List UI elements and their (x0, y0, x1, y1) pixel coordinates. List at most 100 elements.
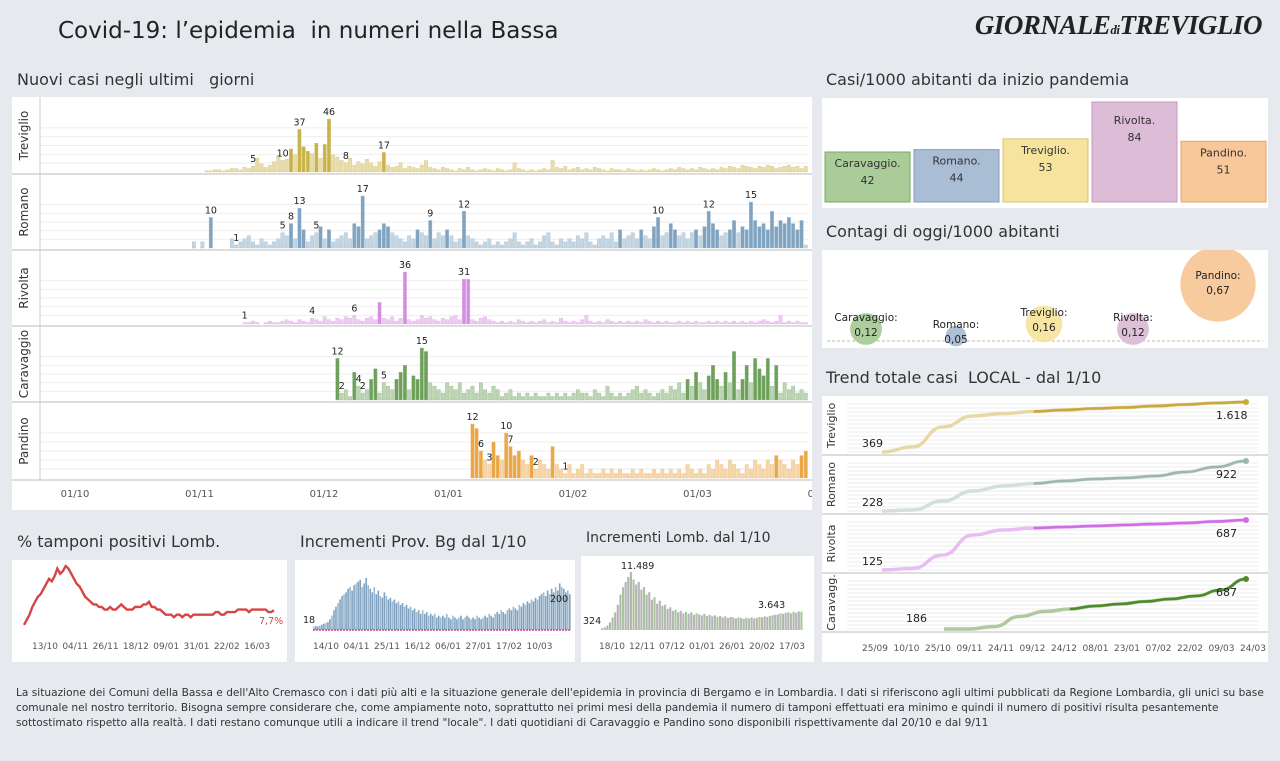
bar-treviglio (787, 164, 791, 173)
bar-caravaggio (521, 396, 525, 401)
bg-bar (411, 610, 414, 630)
bar-romano (474, 241, 479, 249)
bar-romano (500, 244, 504, 249)
bg-bar (399, 604, 402, 630)
bar-pandino (592, 473, 597, 479)
data-label: 12 (458, 199, 470, 210)
bg-bar (361, 586, 363, 630)
bar-treviglio (322, 144, 327, 173)
bar-pandino (702, 473, 707, 479)
lomb-bar (650, 599, 653, 630)
bar-treviglio (656, 169, 661, 173)
bar-rivolta (529, 320, 534, 325)
bg-bar (351, 590, 353, 630)
lomb-bar (753, 618, 756, 630)
bar-rivolta (390, 316, 395, 325)
lomb-bar (742, 618, 745, 630)
bar-caravaggio (432, 385, 437, 401)
bg-bar (345, 592, 347, 630)
bar-romano (694, 229, 698, 249)
bar-rivolta (576, 322, 580, 325)
bar-treviglio (487, 169, 492, 173)
lomb-bar (682, 613, 685, 630)
data-label: 5 (280, 221, 286, 232)
bg-bar (532, 601, 535, 630)
bar-treviglio (478, 169, 483, 173)
bar-caravaggio (711, 365, 715, 401)
per-1000-panel: Caravaggio. 42 Romano. 44 Treviglio. 53 Rivolt… (822, 98, 1268, 208)
bar-romano (609, 232, 614, 249)
lomb-chart: 324 11.489 3.643 18/10 12/11 07/12 01/01 26/01 2… (583, 561, 805, 652)
bar-rivolta (394, 320, 399, 325)
bar-treviglio (204, 170, 209, 173)
bg-bar (359, 579, 361, 630)
bg-bar (371, 592, 374, 630)
bg-bar (474, 619, 476, 630)
bar-pandino (753, 459, 758, 479)
bg-bar (413, 608, 416, 630)
bar-romano (365, 238, 369, 249)
bar-treviglio (727, 166, 732, 173)
bar-romano (668, 223, 673, 249)
bar-caravaggio (445, 382, 450, 401)
bar-treviglio (765, 164, 770, 173)
bubble-category-label: Treviglio: (1019, 307, 1067, 319)
x-tick-label: 01/01 (434, 489, 463, 500)
series-label-pandino: Pandino (17, 417, 31, 465)
bar-pandino (626, 473, 631, 479)
x-tick-label: 09/01 (153, 642, 179, 652)
bg-bar (540, 594, 543, 630)
x-tick-label: 17/02 (496, 642, 522, 652)
trend-title: Trend totale casi LOCAL - dal 1/10 (826, 368, 1102, 387)
bar-caravaggio (584, 392, 589, 401)
bar-caravaggio (525, 392, 530, 401)
trend-line (1069, 577, 1247, 611)
bar-romano (723, 232, 728, 249)
lomb-bar (721, 617, 724, 630)
bar-romano (643, 235, 648, 249)
bar-romano (550, 241, 555, 249)
bar-rivolta (533, 322, 538, 325)
bg-bar (530, 599, 533, 630)
bar-caravaggio (365, 389, 369, 401)
peak-value-label: 11.489 (621, 561, 654, 572)
bar-romano (419, 232, 424, 249)
bar-rivolta (740, 320, 745, 325)
bar-pandino (630, 468, 635, 479)
bar-pandino (567, 464, 572, 479)
bar-romano (415, 229, 420, 249)
bar-romano (478, 244, 483, 249)
footnote: La situazione dei Comuni della Bassa e d… (16, 687, 1264, 729)
bar-romano (424, 235, 428, 249)
bg-bar (536, 599, 539, 630)
lomb-bar (653, 597, 656, 630)
bar-treviglio (639, 169, 644, 173)
bar-caravaggio (559, 396, 563, 401)
bar-caravaggio (453, 389, 458, 401)
bar-rivolta (656, 320, 661, 325)
bar-romano (440, 235, 445, 249)
bar-rivolta (483, 316, 487, 325)
x-tick-label: 04/11 (62, 642, 88, 652)
bar-treviglio (753, 168, 758, 173)
data-label: 5 (313, 221, 319, 232)
bg-bar (395, 603, 398, 630)
bg-bar (568, 594, 571, 630)
bar-pandino (483, 459, 487, 479)
bar-treviglio (390, 167, 395, 173)
bar-caravaggio (495, 389, 500, 401)
bar-rivolta (630, 322, 635, 325)
bar-treviglio (419, 164, 424, 173)
bg-bar (566, 590, 569, 630)
lomb-bar (695, 613, 698, 630)
bar-treviglio (293, 154, 298, 173)
bar-rivolta (622, 322, 627, 325)
bar-pandino (588, 468, 593, 479)
bar-treviglio (276, 155, 281, 173)
bar-rivolta (770, 322, 774, 325)
bar-pandino (791, 459, 796, 479)
bar-romano (765, 229, 770, 249)
positivity-panel: 7,7% 13/10 04/11 26/11 18/12 09/01 31/01 22/02 1… (12, 560, 287, 662)
trend-end-point (1243, 517, 1249, 523)
bar-treviglio (1002, 138, 1089, 203)
